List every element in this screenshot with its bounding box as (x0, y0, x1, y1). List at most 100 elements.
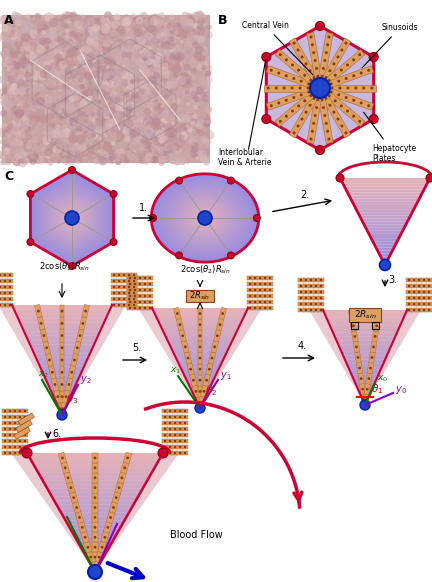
Circle shape (171, 117, 177, 123)
Circle shape (93, 41, 99, 48)
Circle shape (202, 59, 211, 69)
Circle shape (25, 79, 32, 86)
Circle shape (129, 113, 136, 120)
Polygon shape (79, 544, 111, 548)
Circle shape (275, 87, 278, 90)
Circle shape (18, 108, 23, 113)
Circle shape (10, 83, 13, 86)
Circle shape (59, 407, 62, 410)
Circle shape (98, 140, 104, 146)
Bar (2, 421, 8, 425)
Circle shape (29, 151, 38, 160)
Circle shape (67, 113, 70, 116)
Circle shape (162, 47, 169, 54)
Circle shape (41, 30, 46, 36)
Circle shape (130, 29, 137, 35)
Circle shape (10, 72, 15, 77)
Polygon shape (197, 341, 203, 353)
Circle shape (144, 67, 148, 70)
Circle shape (67, 145, 69, 147)
Circle shape (264, 301, 266, 303)
Circle shape (320, 285, 322, 288)
Circle shape (95, 90, 98, 93)
Circle shape (60, 383, 64, 386)
Circle shape (25, 106, 35, 115)
Circle shape (174, 45, 179, 51)
Circle shape (164, 123, 172, 131)
Circle shape (87, 17, 95, 26)
Circle shape (72, 71, 75, 74)
Circle shape (6, 89, 14, 98)
Bar (308, 284, 314, 288)
Polygon shape (64, 472, 73, 484)
Circle shape (99, 17, 107, 24)
Circle shape (157, 54, 160, 56)
Circle shape (25, 113, 28, 116)
Circle shape (379, 260, 391, 271)
Circle shape (179, 422, 181, 424)
Circle shape (321, 89, 324, 92)
Bar (142, 288, 148, 292)
Circle shape (352, 324, 355, 327)
Circle shape (264, 289, 266, 292)
Bar (182, 409, 188, 413)
Circle shape (131, 28, 137, 34)
Text: A: A (4, 14, 14, 27)
Circle shape (139, 61, 146, 68)
Bar (12, 433, 18, 437)
Circle shape (62, 11, 71, 21)
Circle shape (312, 122, 315, 125)
Circle shape (28, 126, 32, 129)
Circle shape (105, 56, 112, 65)
Polygon shape (32, 349, 92, 353)
Polygon shape (92, 503, 98, 513)
Bar (2, 273, 8, 277)
Text: 4.: 4. (298, 341, 307, 351)
Circle shape (126, 160, 129, 163)
Bar (116, 273, 122, 277)
Circle shape (1, 94, 3, 96)
Bar (137, 300, 143, 304)
Circle shape (67, 41, 72, 46)
Bar (17, 439, 23, 443)
Circle shape (105, 123, 113, 130)
Circle shape (199, 346, 201, 348)
Circle shape (19, 38, 28, 47)
Circle shape (134, 108, 142, 116)
Circle shape (80, 93, 86, 99)
Circle shape (164, 434, 166, 436)
Polygon shape (32, 461, 159, 465)
Circle shape (13, 158, 21, 166)
Ellipse shape (189, 205, 221, 231)
Bar (411, 278, 417, 282)
Circle shape (184, 416, 186, 418)
Circle shape (128, 304, 130, 306)
Circle shape (199, 357, 201, 360)
Circle shape (159, 159, 165, 166)
Bar (172, 439, 178, 443)
Circle shape (195, 126, 201, 133)
Polygon shape (356, 363, 363, 374)
Circle shape (300, 290, 302, 293)
Circle shape (138, 49, 145, 55)
Circle shape (154, 23, 156, 25)
Polygon shape (364, 384, 371, 395)
Circle shape (179, 439, 181, 442)
Circle shape (75, 150, 83, 158)
Circle shape (362, 87, 365, 90)
Bar (7, 439, 13, 443)
Circle shape (115, 496, 118, 499)
Circle shape (24, 71, 31, 78)
Circle shape (82, 134, 88, 140)
Polygon shape (368, 233, 401, 236)
Circle shape (198, 114, 203, 118)
Ellipse shape (203, 216, 207, 220)
Circle shape (5, 107, 13, 116)
Bar (2, 427, 8, 431)
Circle shape (15, 63, 19, 66)
Circle shape (0, 122, 8, 130)
Circle shape (132, 58, 137, 63)
Circle shape (29, 117, 38, 126)
Circle shape (181, 12, 189, 19)
Circle shape (93, 32, 100, 39)
